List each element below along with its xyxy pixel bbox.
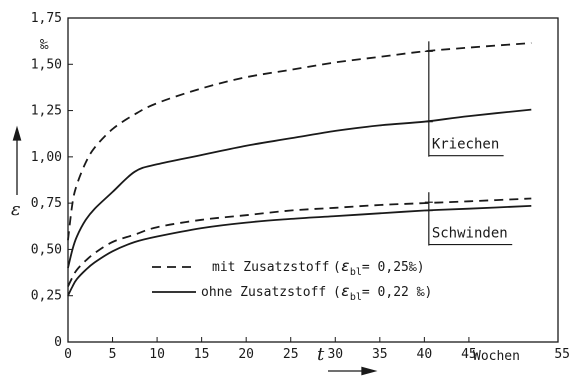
legend-label-1: mit Zusatzstoff [212,260,329,275]
x-unit-label: Wochen [473,349,520,364]
y-axis-label: ε [11,199,21,220]
x-tick-label: 25 [283,347,299,362]
annotations: Kriechen Schwinden [424,41,513,246]
plot-frame [67,17,559,343]
x-tick-label: 45 [461,347,477,362]
y-tick-label: 1,50 [31,57,62,72]
series-line-1 [67,42,532,241]
annotation-2-label: Schwinden [432,226,508,242]
x-tick-label: 15 [194,347,210,362]
y-tick-label: 0,25 [31,289,62,304]
legend: mit Zusatzstoff (εbl= 0,25‰) ohne Zusatzst… [152,257,432,303]
y-tick-label: 0,50 [31,242,62,257]
y-unit-label: ‰ [40,37,49,53]
x-axis-label: t [317,344,325,365]
x-tick-label: 10 [149,347,165,362]
series-line-2 [67,108,532,269]
x-tick-label: 55 [554,347,570,362]
series-line-4 [67,205,532,297]
legend-formula-1: (εbl= 0,25‰) [333,257,425,278]
x-tick-label: 5 [109,347,117,362]
plot-border [67,17,559,343]
y-arrow-icon [12,125,22,195]
legend-formula-2: (εbl= 0,22 ‰) [333,282,432,303]
y-tick-label: 1,00 [31,150,62,165]
x-tick-label: 35 [372,347,388,362]
y-tick-label: 1,75 [31,11,62,26]
annotation-1-label: Kriechen [432,137,499,153]
axis-ticks: 0 0,25 0,50 0,75 1,00 1,25 1,50 1,75 0 5 10 15 20 25 3… [31,11,570,362]
legend-label-2: ohne Zusatzstoff [201,285,326,300]
y-tick-label: 0 [54,335,62,350]
x-tick-label: 30 [327,347,343,362]
x-arrow-icon [328,366,378,376]
x-tick-label: 40 [417,347,433,362]
series-group [67,42,532,297]
x-tick-label: 20 [238,347,254,362]
x-tick-label: 0 [64,347,72,362]
y-tick-label: 0,75 [31,196,62,211]
y-tick-label: 1,25 [31,104,62,119]
